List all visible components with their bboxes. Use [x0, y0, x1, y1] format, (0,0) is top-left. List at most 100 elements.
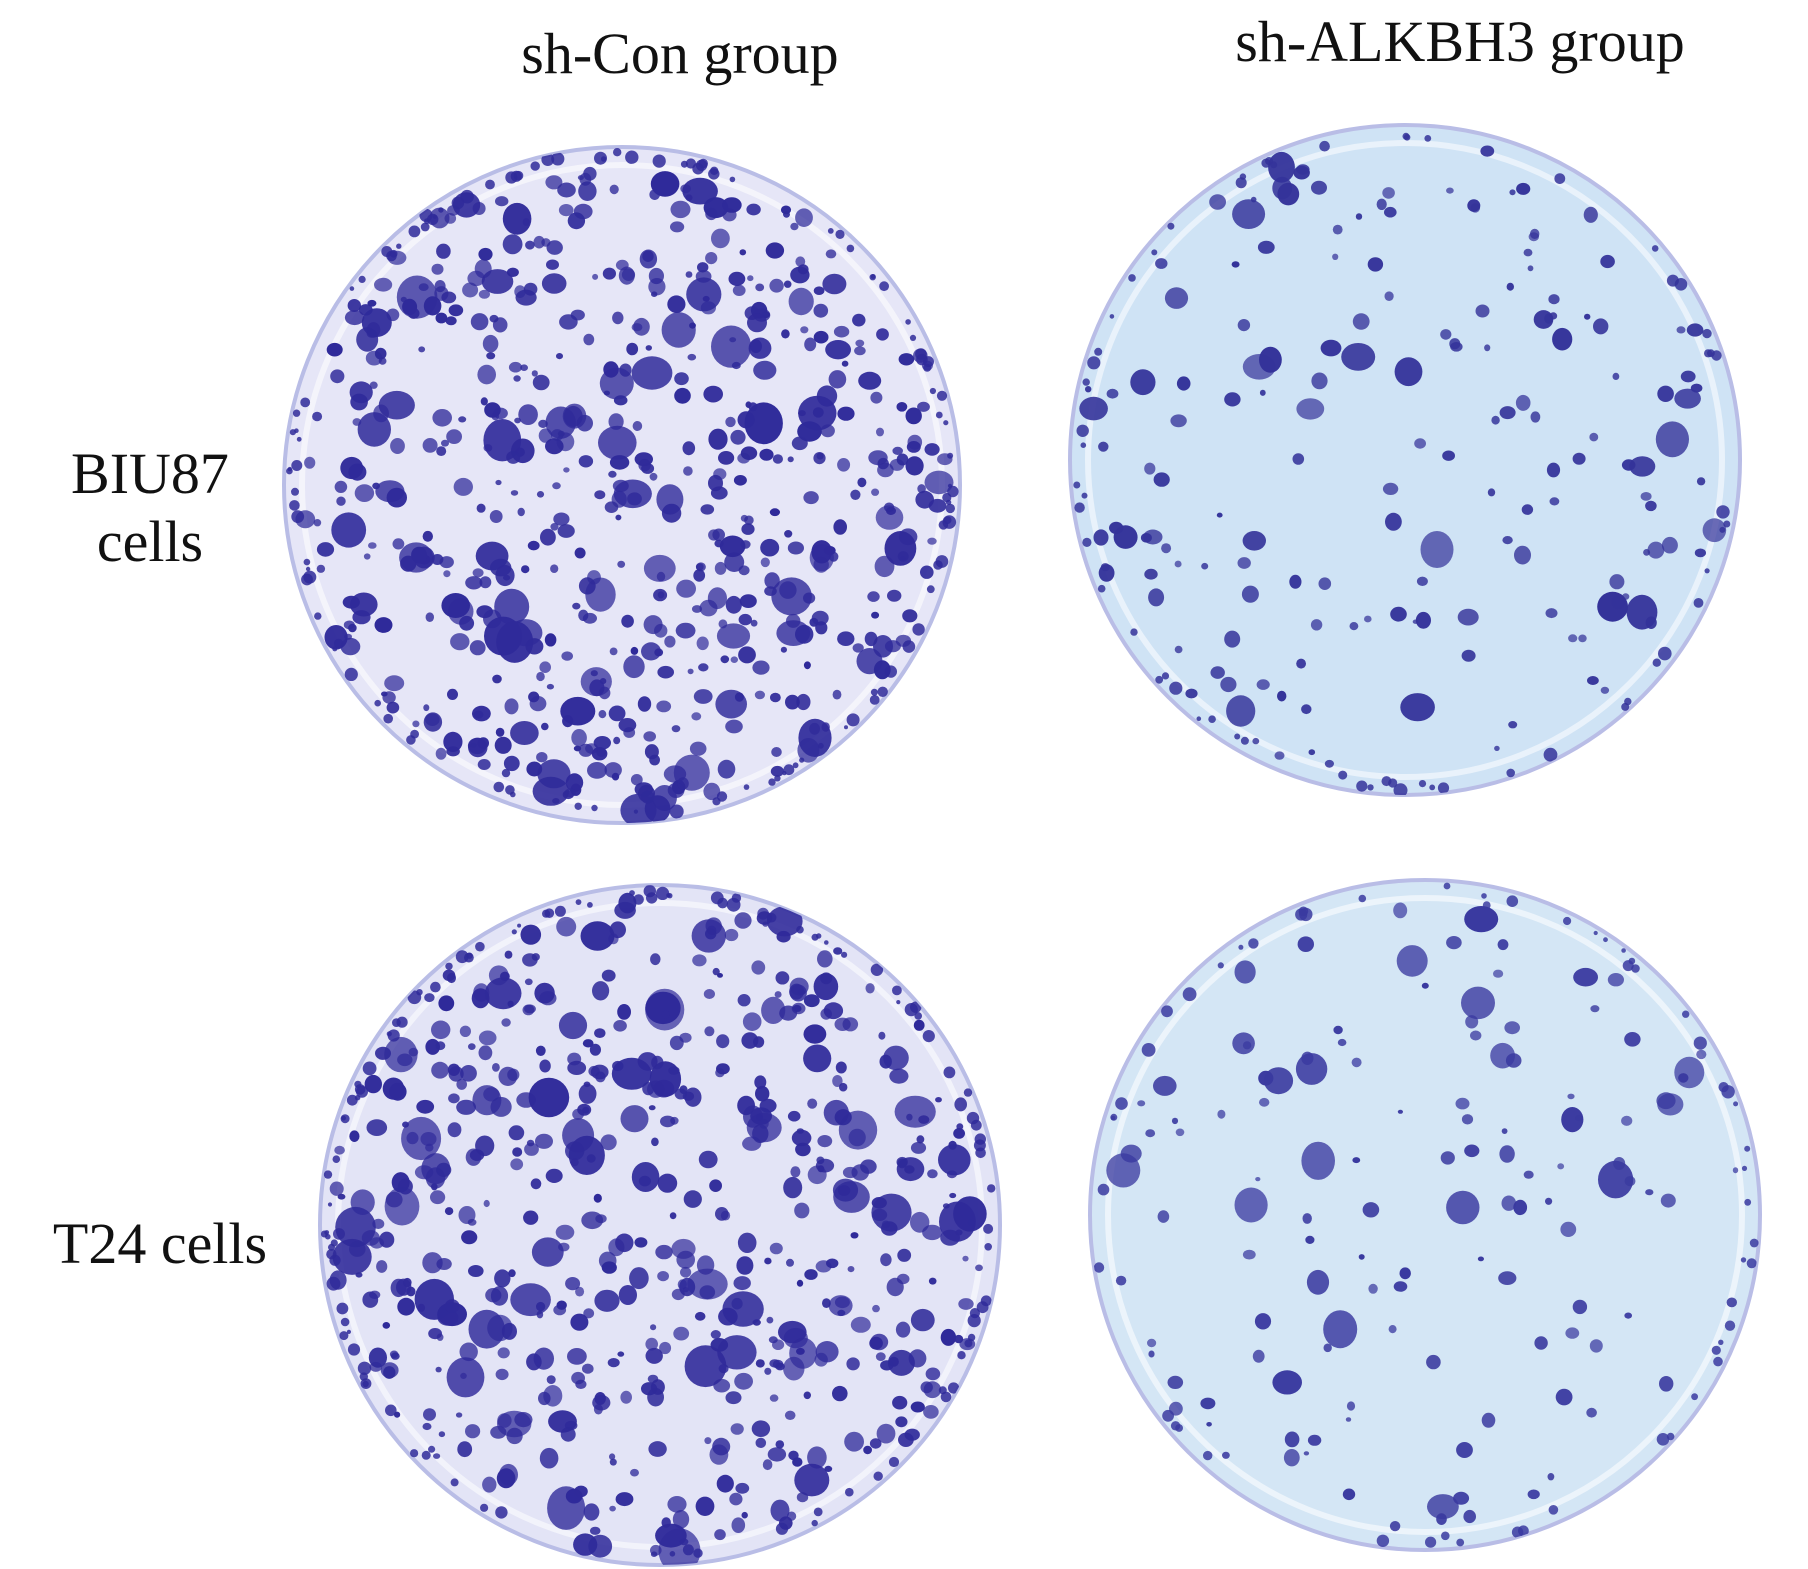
rim-colony: [505, 785, 515, 795]
colony: [1446, 187, 1454, 194]
rim-colony: [1182, 987, 1197, 1002]
colony: [1613, 1157, 1626, 1170]
colony: [478, 1030, 497, 1046]
colony: [598, 686, 611, 700]
rim-colony: [1702, 328, 1712, 339]
rim-colony: [625, 150, 639, 164]
colony: [1600, 686, 1610, 694]
colony: [556, 916, 577, 937]
colony: [1145, 1129, 1156, 1138]
colony: [422, 1252, 443, 1274]
colony: [618, 892, 637, 914]
colony: [438, 995, 455, 1012]
colony: [385, 1191, 403, 1208]
colony: [955, 1229, 963, 1236]
rim-colony: [984, 1243, 992, 1251]
rim-colony: [1238, 944, 1244, 950]
colony: [1622, 593, 1630, 600]
colony: [550, 523, 559, 531]
colony: [1153, 1075, 1177, 1096]
colony: [495, 479, 502, 486]
colony: [747, 313, 767, 333]
rim-colony: [904, 1003, 918, 1017]
colony: [896, 402, 908, 412]
colony: [1393, 1281, 1408, 1292]
colony: [896, 453, 909, 466]
colony: [432, 409, 453, 427]
rim-colony: [909, 334, 917, 341]
rim-colony: [768, 778, 776, 786]
colony: [807, 1446, 827, 1469]
colony: [837, 1185, 851, 1196]
colony: [832, 1385, 848, 1402]
rim-colony: [530, 161, 540, 171]
colony: [1645, 1189, 1654, 1196]
colony: [544, 633, 557, 647]
rim-colony: [1295, 908, 1308, 921]
colony: [1513, 1199, 1528, 1216]
colony: [1516, 182, 1531, 195]
colony: [316, 564, 326, 573]
colony: [1659, 1376, 1674, 1392]
colony: [924, 443, 940, 456]
rim-colony: [432, 214, 437, 219]
colony: [787, 1110, 801, 1122]
colony: [1586, 1407, 1597, 1418]
colony: [1504, 1021, 1520, 1035]
colony: [741, 1032, 759, 1049]
colony: [707, 925, 717, 935]
colony: [619, 363, 632, 377]
colony: [572, 602, 581, 610]
colony: [790, 1166, 801, 1178]
colony: [448, 1093, 460, 1104]
colony: [1661, 536, 1678, 554]
colony: [461, 1230, 478, 1245]
colony: [538, 428, 553, 443]
colony: [873, 635, 893, 658]
colony: [514, 285, 526, 298]
colony: [781, 329, 790, 339]
colony: [565, 1277, 581, 1291]
rim-colony: [1076, 424, 1089, 437]
colony: [904, 1165, 915, 1174]
rim-colony: [386, 1031, 392, 1037]
colony: [804, 337, 817, 352]
colony: [536, 1301, 546, 1312]
colony: [737, 452, 751, 464]
colony: [685, 271, 693, 278]
colony: [1499, 1145, 1515, 1163]
colony: [748, 337, 772, 359]
colony: [1640, 492, 1652, 501]
colony: [788, 1450, 799, 1461]
rim-colony: [1169, 681, 1183, 695]
colony: [504, 950, 513, 959]
colony: [822, 1298, 831, 1308]
colony: [897, 1248, 912, 1262]
colony: [1463, 1509, 1476, 1524]
colony: [535, 1045, 546, 1057]
colony: [850, 1232, 859, 1239]
rim-colony: [841, 951, 848, 958]
colony: [483, 444, 493, 452]
colony: [920, 1381, 933, 1394]
colony: [852, 313, 866, 327]
colony: [425, 1038, 441, 1055]
colony: [612, 311, 624, 325]
colony: [1450, 342, 1463, 352]
colony: [920, 565, 934, 579]
colony: [643, 731, 656, 742]
colony: [1345, 1417, 1352, 1422]
colony: [732, 284, 746, 296]
colony: [673, 1326, 690, 1341]
colony: [1254, 1313, 1272, 1330]
colony: [431, 1061, 449, 1079]
colony: [788, 287, 814, 316]
colony: [1085, 386, 1092, 393]
colony: [408, 1047, 419, 1057]
colony: [497, 1413, 512, 1428]
colony: [876, 328, 889, 341]
colony: [592, 981, 610, 1001]
colony: [533, 235, 545, 249]
colony: [435, 312, 448, 324]
colony: [386, 487, 407, 508]
